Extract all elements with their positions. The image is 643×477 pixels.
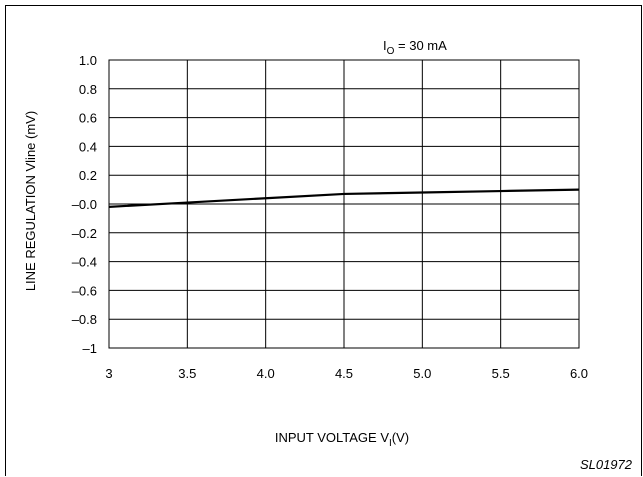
y-tick-label: –0.8 bbox=[72, 312, 97, 327]
y-tick-label: –0.4 bbox=[72, 255, 97, 270]
y-tick-labels: 1.0 0.8 0.6 0.4 0.2 –0.0 –0.2 –0.4 –0.6 –0.8 –1 bbox=[72, 53, 97, 356]
y-tick-label: –1 bbox=[83, 341, 97, 356]
y-tick-label: –0.0 bbox=[72, 197, 97, 212]
y-tick-label: 1.0 bbox=[79, 53, 97, 68]
x-tick-label: 3 bbox=[105, 366, 112, 381]
x-tick-labels: 3 3.5 4.0 4.5 5.0 5.5 6.0 bbox=[105, 366, 588, 381]
x-tick-label: 3.5 bbox=[178, 366, 196, 381]
x-axis-title: INPUT VOLTAGE VI(V) bbox=[275, 430, 409, 449]
x-tick-label: 4.0 bbox=[257, 366, 275, 381]
y-tick-label: –0.2 bbox=[72, 226, 97, 241]
series-line bbox=[108, 188, 580, 208]
figure-id: SL01972 bbox=[580, 457, 633, 472]
y-tick-label: 0.8 bbox=[79, 82, 97, 97]
y-axis-title: LINE REGULATION Vline (mV) bbox=[23, 111, 38, 291]
annotation-main: I bbox=[383, 38, 387, 53]
x-tick-label: 5.0 bbox=[413, 366, 431, 381]
current-annotation: IO = 30 mA bbox=[383, 38, 447, 57]
x-tick-label: 5.5 bbox=[492, 366, 510, 381]
y-tick-label: 0.4 bbox=[79, 139, 97, 154]
y-tick-label: 0.2 bbox=[79, 168, 97, 183]
y-tick-label: 0.6 bbox=[79, 111, 97, 126]
y-tick-label: –0.6 bbox=[72, 283, 97, 298]
annotation-rest: = 30 mA bbox=[394, 38, 447, 53]
plot-area-border bbox=[108, 59, 580, 349]
x-tick-label: 6.0 bbox=[570, 366, 588, 381]
x-tick-label: 4.5 bbox=[335, 366, 353, 381]
outer-border bbox=[5, 5, 642, 476]
annotation-subscript: O bbox=[387, 46, 395, 57]
x-axis-title-rest: (V) bbox=[392, 430, 409, 445]
x-axis-title-subscript: I bbox=[389, 438, 392, 449]
x-axis-title-main: INPUT VOLTAGE V bbox=[275, 430, 389, 445]
